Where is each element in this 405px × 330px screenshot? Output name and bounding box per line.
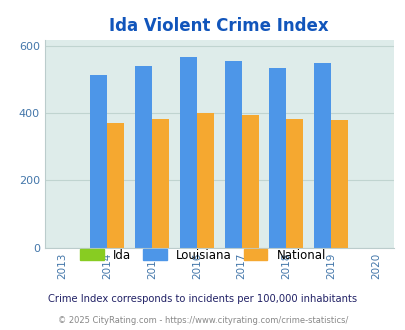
Bar xyxy=(286,119,303,248)
Bar xyxy=(152,119,169,248)
Bar xyxy=(179,57,196,248)
Bar xyxy=(224,61,241,248)
Bar xyxy=(241,115,258,248)
Title: Ida Violent Crime Index: Ida Violent Crime Index xyxy=(109,17,328,35)
Bar xyxy=(330,120,347,248)
Text: © 2025 CityRating.com - https://www.cityrating.com/crime-statistics/: © 2025 CityRating.com - https://www.city… xyxy=(58,315,347,325)
Bar xyxy=(90,76,107,248)
Bar xyxy=(313,63,330,248)
Text: Crime Index corresponds to incidents per 100,000 inhabitants: Crime Index corresponds to incidents per… xyxy=(48,294,357,304)
Legend: Ida, Louisiana, National: Ida, Louisiana, National xyxy=(75,244,330,266)
Bar xyxy=(107,123,124,248)
Bar xyxy=(196,114,213,248)
Bar xyxy=(135,66,152,248)
Bar xyxy=(269,68,286,248)
